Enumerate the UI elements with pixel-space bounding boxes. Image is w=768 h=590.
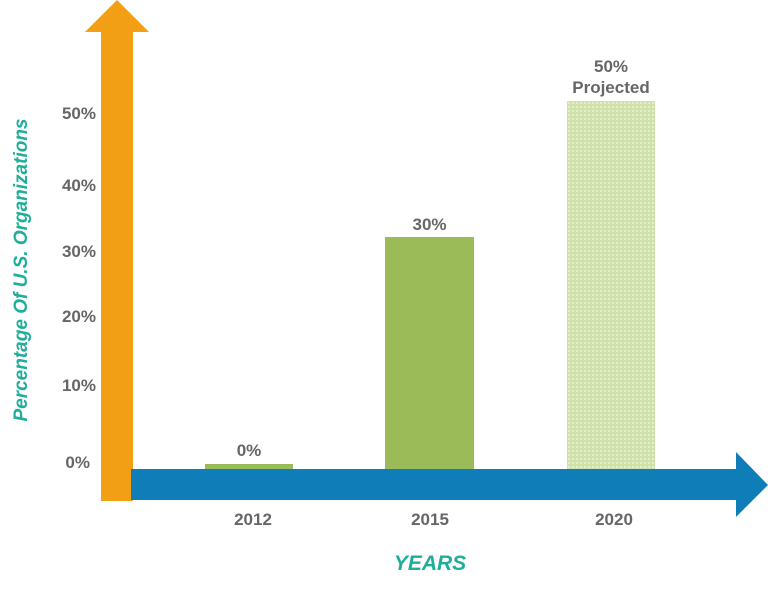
bar-label-2012: 0% bbox=[236, 441, 262, 460]
x-tick-2020: 2020 bbox=[595, 510, 633, 529]
y-tick-50: 50% bbox=[61, 104, 96, 123]
bar-2015 bbox=[385, 237, 474, 469]
x-tick-2012: 2012 bbox=[234, 510, 272, 529]
y-tick-10: 10% bbox=[61, 376, 96, 395]
bar-label-2020-note: Projected bbox=[572, 78, 650, 97]
bar-label-2015: 30% bbox=[412, 215, 447, 234]
y-tick-0: 0% bbox=[65, 453, 90, 472]
x-axis-title: YEARS bbox=[393, 552, 467, 575]
x-tick-2015: 2015 bbox=[411, 510, 449, 529]
y-tick-20: 20% bbox=[61, 307, 96, 326]
x-axis-arrow-icon bbox=[131, 452, 768, 517]
y-axis-arrow-icon bbox=[85, 0, 149, 501]
bar-2012 bbox=[205, 464, 293, 469]
bar-2020-projected bbox=[567, 101, 655, 469]
y-axis-title: Percentage Of U.S. Organizations bbox=[11, 118, 32, 422]
y-tick-40: 40% bbox=[61, 176, 96, 195]
y-tick-30: 30% bbox=[61, 242, 96, 261]
bar-label-2020-value: 50% bbox=[593, 57, 629, 76]
